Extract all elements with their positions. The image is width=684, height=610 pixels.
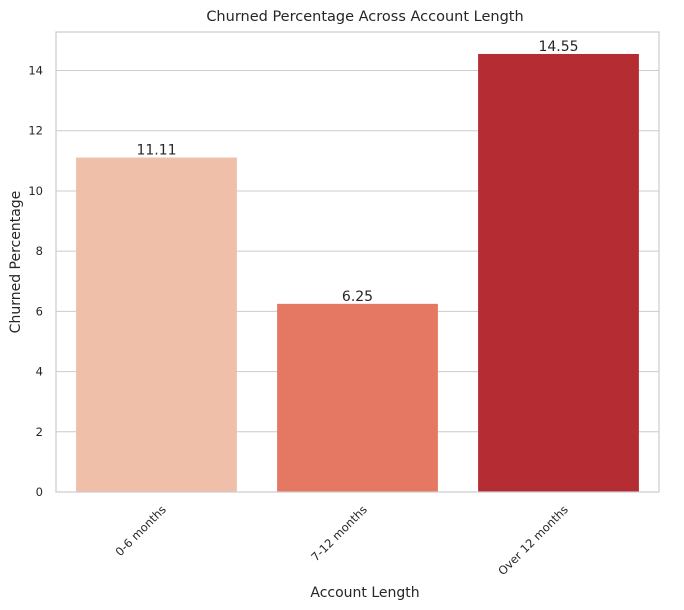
y-axis-label: Churned Percentage (8, 191, 24, 334)
bars (76, 53, 639, 492)
y-tick-label: 4 (36, 365, 43, 379)
y-tick-label: 6 (36, 304, 43, 318)
bar (277, 303, 438, 492)
x-tick-labels: 0-6 months 7-12 months Over 12 months (112, 502, 570, 578)
plot-frame (55, 31, 660, 493)
y-tick-label: 14 (28, 64, 43, 78)
y-tick-labels: 0 2 4 6 8 10 12 14 (28, 64, 43, 499)
bar (478, 53, 639, 492)
y-tick-label: 10 (28, 184, 43, 198)
x-tick-label: Over 12 months (495, 502, 571, 578)
data-label: 11.11 (136, 143, 176, 159)
data-labels: 11.11 6.25 14.55 (136, 39, 578, 305)
x-tick-label: 7-12 months (308, 502, 370, 564)
y-tick-label: 2 (36, 425, 43, 439)
data-label: 14.55 (538, 39, 578, 55)
data-label: 6.25 (342, 289, 373, 305)
chart-title: Churned Percentage Across Account Length (206, 9, 523, 25)
bar (76, 157, 237, 492)
y-tick-label: 12 (28, 124, 43, 138)
x-tick-label: 0-6 months (112, 502, 168, 558)
y-tick-label: 8 (36, 244, 43, 258)
y-tick-label: 0 (36, 485, 43, 499)
x-axis-label: Account Length (310, 585, 419, 601)
